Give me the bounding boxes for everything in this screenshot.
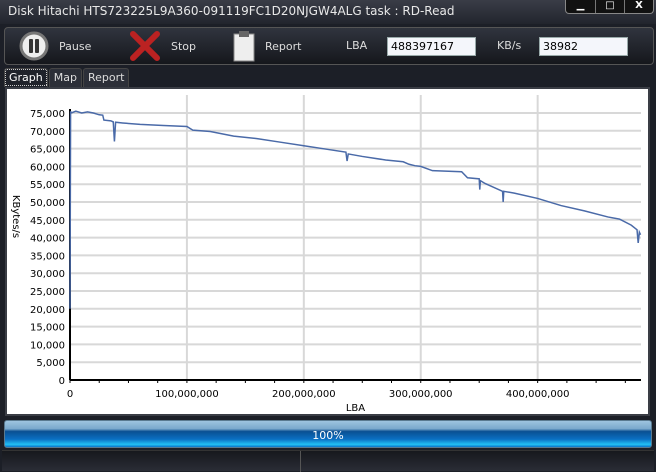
tab-bar: Graph Map Report	[4, 68, 130, 87]
tab-map[interactable]: Map	[48, 68, 82, 87]
progress-bar: 100%	[4, 420, 652, 448]
lba-field[interactable]: 488397167	[387, 37, 476, 56]
y-tick-label: 45,000	[30, 216, 65, 227]
speed-line-series	[69, 110, 642, 309]
close-button[interactable]: X	[624, 0, 653, 13]
stop-x-icon	[130, 31, 160, 61]
tab-report[interactable]: Report	[82, 68, 130, 87]
status-divider	[300, 451, 301, 472]
y-tick-label: 15,000	[30, 323, 65, 334]
y-tick-label: 35,000	[30, 251, 65, 262]
x-tick-label: 200,000,000	[272, 389, 336, 400]
toolbar: Pause Stop Report LBA 488397167 KB/s 389…	[4, 27, 654, 65]
pause-button[interactable]: Pause	[19, 28, 91, 64]
status-bar	[2, 450, 654, 472]
pause-label: Pause	[59, 39, 92, 53]
x-tick-label: 300,000,000	[389, 389, 453, 400]
y-tick-label: 0	[59, 376, 65, 387]
report-button[interactable]: Report	[233, 28, 301, 64]
speed-field[interactable]: 38982	[539, 37, 628, 56]
y-tick-label: 25,000	[30, 287, 65, 298]
lba-label: LBA	[346, 39, 368, 52]
x-tick-label: 400,000,000	[506, 389, 570, 400]
maximize-button[interactable]: □	[595, 0, 624, 13]
y-tick-label: 30,000	[30, 269, 65, 280]
x-tick-label: 100,000,000	[155, 389, 219, 400]
stop-button[interactable]: Stop	[129, 28, 196, 64]
stop-label: Stop	[171, 39, 197, 53]
y-tick-label: 60,000	[30, 162, 65, 173]
y-tick-label: 20,000	[30, 305, 65, 316]
minimize-button[interactable]: ▁	[576, 0, 585, 11]
window-title: Disk Hitachi HTS723225L9A360-091119FC1D2…	[8, 4, 455, 18]
y-tick-label: 55,000	[30, 180, 65, 191]
title-bar: Disk Hitachi HTS723225L9A360-091119FC1D2…	[0, 0, 656, 24]
y-tick-label: 40,000	[30, 234, 65, 245]
pause-icon	[19, 31, 49, 61]
progress-label: 100%	[312, 429, 344, 442]
y-tick-label: 70,000	[30, 127, 65, 138]
y-tick-label: 50,000	[30, 198, 65, 209]
y-tick-label: 5,000	[36, 358, 65, 369]
window-controls: ▁ □ X	[565, 0, 654, 14]
y-tick-label: 75,000	[30, 109, 65, 120]
speed-chart: 0 5,000 10,000 15,000 20,000 25,000 30,000 35,0…	[10, 95, 642, 414]
y-tick-label: 65,000	[30, 145, 65, 156]
x-axis-label: LBA	[346, 403, 365, 414]
y-axis-label: KBytes/s	[10, 195, 21, 238]
clipboard-icon	[233, 31, 255, 62]
report-label: Report	[265, 39, 302, 53]
x-tick-label: 0	[67, 389, 73, 400]
y-tick-label: 10,000	[30, 340, 65, 351]
graph-panel: 0 5,000 10,000 15,000 20,000 25,000 30,000 35,0…	[5, 87, 650, 416]
speed-label: KB/s	[497, 39, 522, 52]
tab-graph[interactable]: Graph	[4, 68, 48, 87]
